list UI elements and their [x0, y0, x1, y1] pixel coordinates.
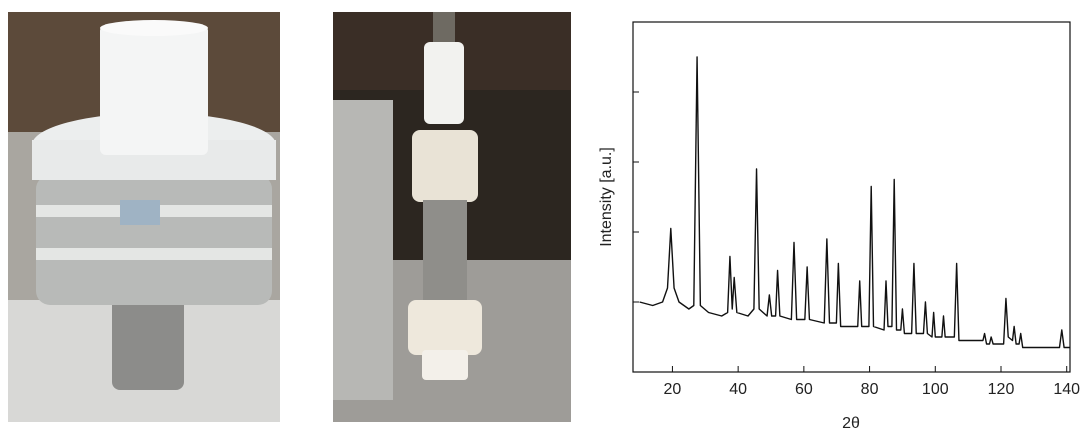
photo-cell — [8, 12, 280, 422]
x-tick-label: 140 — [1053, 381, 1080, 398]
x-tick-label: 20 — [664, 381, 682, 398]
photo-setup — [333, 12, 571, 422]
y-axis-label: Intensity [a.u.] — [598, 147, 615, 247]
x-tick-label: 40 — [729, 381, 747, 398]
x-tick-label: 60 — [795, 381, 813, 398]
x-tick-label: 120 — [988, 381, 1015, 398]
x-tick-label: 100 — [922, 381, 949, 398]
x-tick-label: 80 — [861, 381, 879, 398]
plot-frame — [632, 21, 1071, 373]
data-line — [639, 56, 1070, 349]
x-axis-label: 2θ — [842, 415, 860, 432]
